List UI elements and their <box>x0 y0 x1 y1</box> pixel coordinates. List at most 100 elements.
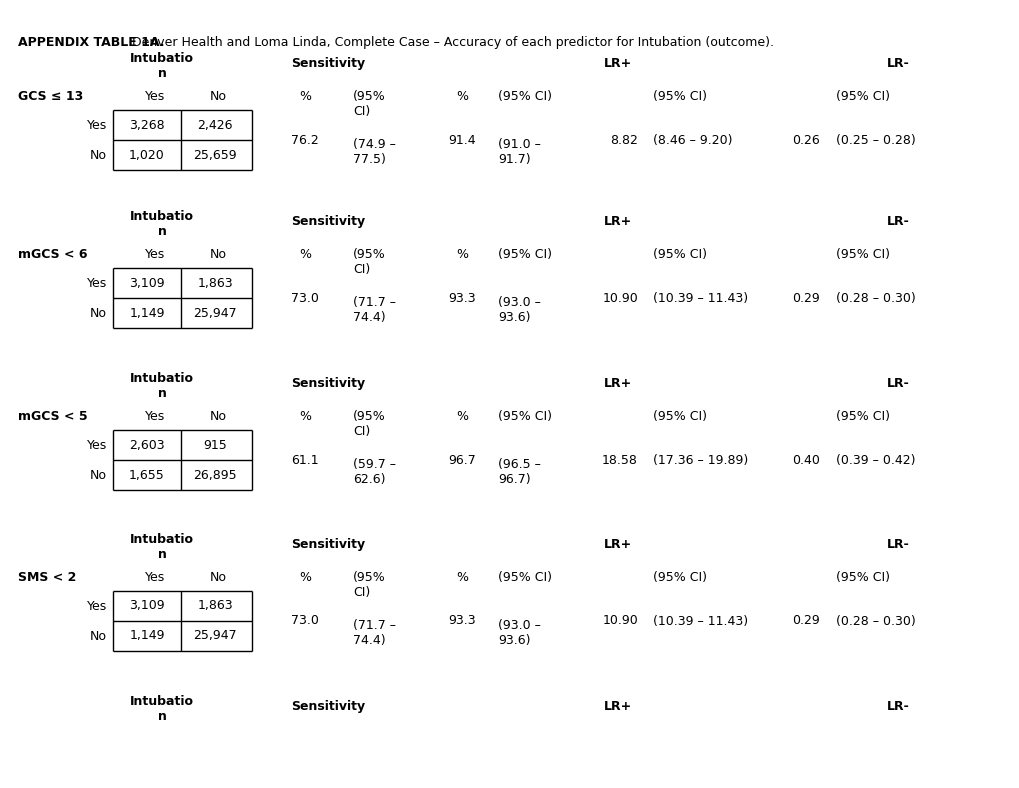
Text: LR-: LR- <box>886 700 909 713</box>
Text: (0.28 – 0.30): (0.28 – 0.30) <box>836 292 915 304</box>
Text: (95% CI): (95% CI) <box>497 571 551 584</box>
Text: 3,268: 3,268 <box>129 118 165 132</box>
Text: 76.2: 76.2 <box>290 133 319 147</box>
Text: Yes: Yes <box>145 90 165 103</box>
Text: 1,149: 1,149 <box>129 630 165 642</box>
Text: (10.39 – 11.43): (10.39 – 11.43) <box>652 292 747 304</box>
Text: Sensitivity: Sensitivity <box>290 538 365 551</box>
Text: 25,947: 25,947 <box>193 630 236 642</box>
Text: 61.1: 61.1 <box>290 454 319 466</box>
Text: Yes: Yes <box>87 118 107 132</box>
Text: Yes: Yes <box>87 600 107 612</box>
Text: 8.82: 8.82 <box>609 133 637 147</box>
Text: LR+: LR+ <box>603 700 632 713</box>
Text: Yes: Yes <box>145 571 165 584</box>
Text: Yes: Yes <box>145 248 165 261</box>
Text: Sensitivity: Sensitivity <box>290 57 365 70</box>
Text: Intubatio
n: Intubatio n <box>129 52 194 80</box>
Text: GCS ≤ 13: GCS ≤ 13 <box>18 90 84 103</box>
Text: 2,603: 2,603 <box>129 438 165 452</box>
Text: LR-: LR- <box>886 538 909 551</box>
Text: (0.39 – 0.42): (0.39 – 0.42) <box>836 454 915 466</box>
Text: APPENDIX TABLE 1A.: APPENDIX TABLE 1A. <box>18 36 164 49</box>
Text: No: No <box>209 410 226 423</box>
Text: (95% CI): (95% CI) <box>652 410 706 423</box>
Text: (95% CI): (95% CI) <box>497 90 551 103</box>
Text: mGCS < 6: mGCS < 6 <box>18 248 88 261</box>
Text: No: No <box>90 630 107 642</box>
Text: 25,659: 25,659 <box>193 148 236 162</box>
Text: 1,863: 1,863 <box>197 277 232 289</box>
Text: Intubatio
n: Intubatio n <box>129 210 194 238</box>
Text: Intubatio
n: Intubatio n <box>129 533 194 561</box>
Text: (93.0 –
93.6): (93.0 – 93.6) <box>497 619 540 647</box>
Text: (95%
CI): (95% CI) <box>353 410 385 438</box>
Text: 0.26: 0.26 <box>792 133 819 147</box>
Text: 93.3: 93.3 <box>447 292 475 304</box>
Text: 3,109: 3,109 <box>129 600 165 612</box>
Text: (95%
CI): (95% CI) <box>353 90 385 118</box>
Text: 1,863: 1,863 <box>197 600 232 612</box>
Text: 0.40: 0.40 <box>792 454 819 466</box>
Text: (74.9 –
77.5): (74.9 – 77.5) <box>353 138 395 166</box>
Text: 93.3: 93.3 <box>447 615 475 627</box>
Text: 2,426: 2,426 <box>197 118 232 132</box>
Text: (95% CI): (95% CI) <box>497 248 551 261</box>
Text: (10.39 – 11.43): (10.39 – 11.43) <box>652 615 747 627</box>
Text: Denver Health and Loma Linda, Complete Case – Accuracy of each predictor for Int: Denver Health and Loma Linda, Complete C… <box>127 36 773 49</box>
Text: LR+: LR+ <box>603 377 632 390</box>
Text: (95% CI): (95% CI) <box>836 90 890 103</box>
Text: No: No <box>90 307 107 319</box>
Text: (8.46 – 9.20): (8.46 – 9.20) <box>652 133 732 147</box>
Text: (0.28 – 0.30): (0.28 – 0.30) <box>836 615 915 627</box>
Text: %: % <box>299 410 311 423</box>
Text: %: % <box>299 90 311 103</box>
Text: (95% CI): (95% CI) <box>836 571 890 584</box>
Text: LR+: LR+ <box>603 215 632 228</box>
Text: 1,655: 1,655 <box>129 469 165 481</box>
Text: (71.7 –
74.4): (71.7 – 74.4) <box>353 296 395 324</box>
Text: (95% CI): (95% CI) <box>836 410 890 423</box>
Text: mGCS < 5: mGCS < 5 <box>18 410 88 423</box>
Text: Sensitivity: Sensitivity <box>290 377 365 390</box>
Text: No: No <box>209 90 226 103</box>
Text: LR-: LR- <box>886 377 909 390</box>
Text: Yes: Yes <box>87 277 107 289</box>
Text: 915: 915 <box>203 438 226 452</box>
Text: No: No <box>209 571 226 584</box>
Text: Sensitivity: Sensitivity <box>290 700 365 713</box>
Text: (96.5 –
96.7): (96.5 – 96.7) <box>497 458 540 486</box>
Text: %: % <box>455 90 468 103</box>
Text: Yes: Yes <box>145 410 165 423</box>
Text: %: % <box>455 248 468 261</box>
Text: (91.0 –
91.7): (91.0 – 91.7) <box>497 138 540 166</box>
Text: No: No <box>209 248 226 261</box>
Text: No: No <box>90 148 107 162</box>
Text: (95% CI): (95% CI) <box>497 410 551 423</box>
Text: SMS < 2: SMS < 2 <box>18 571 76 584</box>
Text: 18.58: 18.58 <box>601 454 637 466</box>
Text: 96.7: 96.7 <box>447 454 476 466</box>
Text: 91.4: 91.4 <box>447 133 475 147</box>
Text: Intubatio
n: Intubatio n <box>129 372 194 400</box>
Text: %: % <box>299 248 311 261</box>
Text: %: % <box>299 571 311 584</box>
Text: (95% CI): (95% CI) <box>836 248 890 261</box>
Text: (95%
CI): (95% CI) <box>353 248 385 276</box>
Text: LR+: LR+ <box>603 538 632 551</box>
Text: 1,149: 1,149 <box>129 307 165 319</box>
Text: 26,895: 26,895 <box>193 469 236 481</box>
Text: 25,947: 25,947 <box>193 307 236 319</box>
Text: 0.29: 0.29 <box>792 292 819 304</box>
Text: (93.0 –
93.6): (93.0 – 93.6) <box>497 296 540 324</box>
Text: (95% CI): (95% CI) <box>652 571 706 584</box>
Text: LR-: LR- <box>886 215 909 228</box>
Text: 1,020: 1,020 <box>129 148 165 162</box>
Text: LR-: LR- <box>886 57 909 70</box>
Text: (71.7 –
74.4): (71.7 – 74.4) <box>353 619 395 647</box>
Text: 10.90: 10.90 <box>601 615 637 627</box>
Text: (59.7 –
62.6): (59.7 – 62.6) <box>353 458 395 486</box>
Text: Intubatio
n: Intubatio n <box>129 695 194 723</box>
Text: (0.25 – 0.28): (0.25 – 0.28) <box>836 133 915 147</box>
Text: LR+: LR+ <box>603 57 632 70</box>
